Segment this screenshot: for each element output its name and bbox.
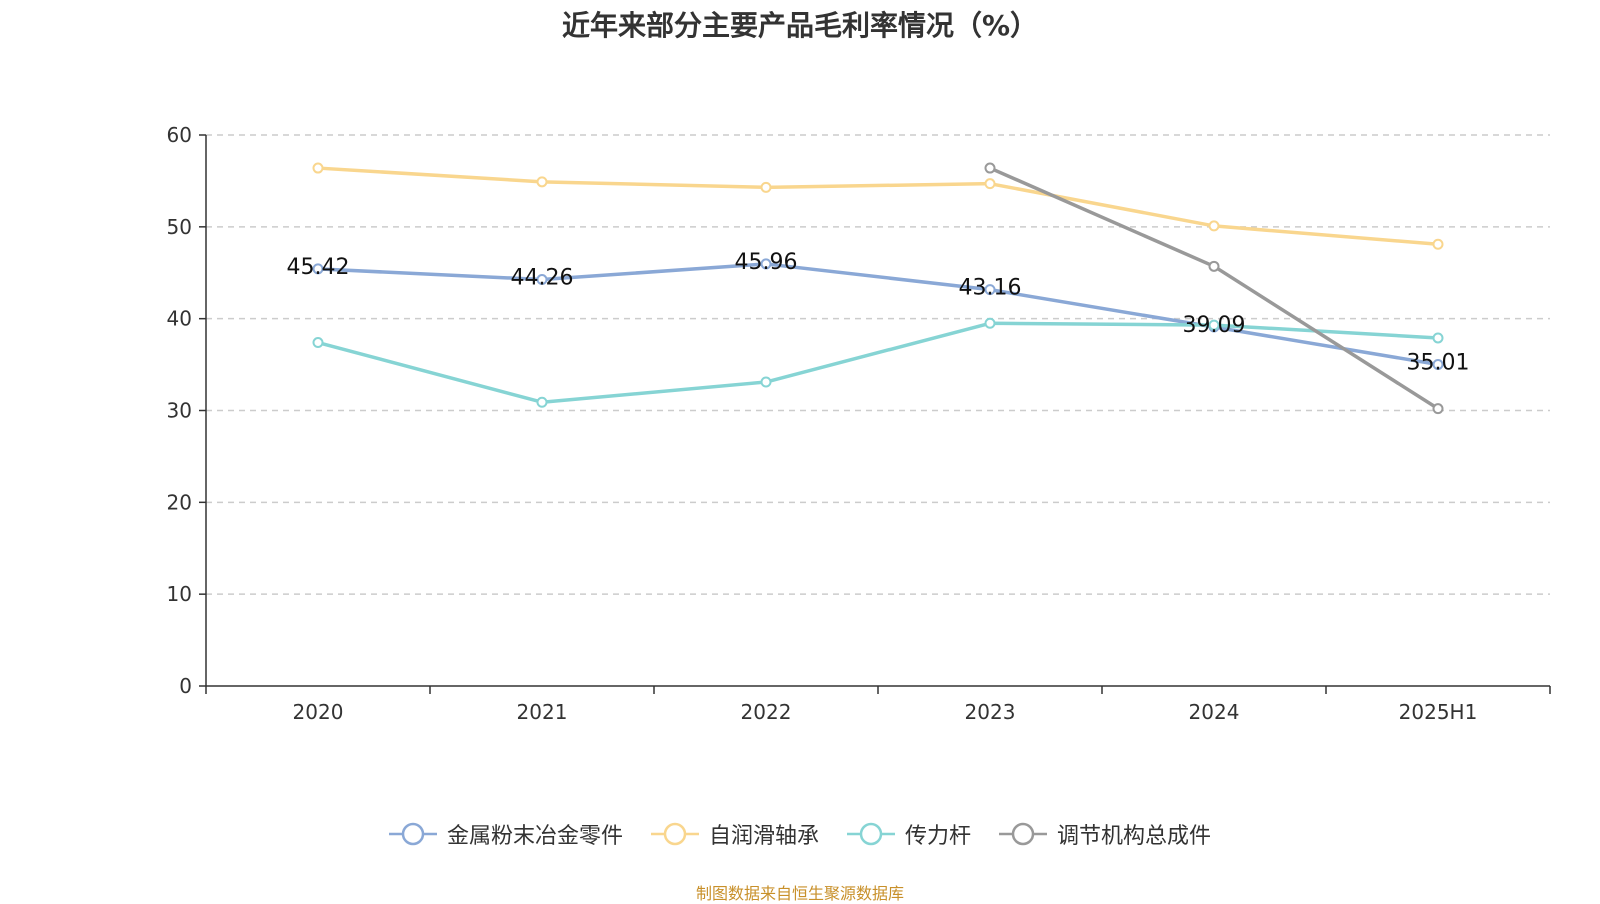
data-point[interactable]	[1208, 319, 1220, 331]
y-tick-label: 0	[179, 674, 192, 698]
legend-marker-icon	[999, 822, 1048, 846]
data-point[interactable]	[536, 274, 548, 286]
data-label: 35.01	[1407, 350, 1470, 375]
data-point[interactable]	[984, 317, 996, 329]
x-tick-label: 2022	[741, 700, 792, 724]
series-line-2	[317, 321, 1439, 404]
legend-item[interactable]: 金属粉末冶金零件	[388, 818, 623, 850]
data-label: 44.26	[511, 266, 574, 291]
data-point[interactable]	[1432, 238, 1444, 250]
legend-item[interactable]: 传力杆	[847, 818, 971, 850]
legend-marker-icon	[388, 822, 437, 846]
y-tick-label: 30	[167, 399, 192, 423]
data-point[interactable]	[984, 284, 996, 296]
data-point[interactable]	[536, 396, 548, 408]
legend-label: 金属粉末冶金零件	[446, 824, 623, 849]
legend-marker-icon	[847, 822, 895, 846]
y-tick-label: 20	[167, 490, 192, 514]
x-tick-label: 2024	[1189, 700, 1240, 724]
data-point[interactable]	[760, 181, 772, 193]
y-tick-label: 40	[167, 307, 192, 331]
x-tick-label: 2020	[293, 700, 344, 724]
data-labels: 45.42 44.26 45.96 43.16 39.09 35.01	[287, 250, 1470, 376]
axes: 0 10 20 30 40 50 60 2020 2021 2022 2023 2024 2025H1	[167, 123, 1551, 724]
data-label: 43.16	[959, 276, 1022, 301]
data-point[interactable]	[1432, 403, 1444, 415]
legend-label: 调节机构总成件	[1057, 824, 1212, 849]
legend-item[interactable]: 自润滑轴承	[650, 818, 819, 850]
y-tick-label: 10	[167, 582, 192, 606]
data-point[interactable]	[1208, 220, 1220, 232]
series-lines	[317, 166, 1439, 411]
data-label: 45.96	[735, 250, 798, 275]
data-point[interactable]	[536, 176, 548, 188]
legend-marker-icon	[650, 822, 699, 846]
data-point[interactable]	[1432, 358, 1444, 370]
x-tick-label: 2021	[517, 700, 568, 724]
data-label: 39.09	[1183, 313, 1246, 338]
series-line-0	[317, 262, 1439, 367]
data-label: 45.42	[287, 255, 350, 280]
x-tick-label: 2023	[965, 700, 1016, 724]
y-tick-label: 60	[167, 123, 192, 147]
data-point[interactable]	[984, 178, 996, 190]
grid-lines	[206, 134, 1550, 595]
data-point[interactable]	[312, 162, 324, 174]
series-points	[312, 162, 1444, 415]
data-point[interactable]	[1208, 260, 1220, 272]
legend-item[interactable]: 调节机构总成件	[999, 818, 1211, 850]
source-note: 制图数据来自恒生聚源数据库	[695, 884, 904, 903]
chart-title: 近年来部分主要产品毛利率情况（%）	[561, 9, 1039, 42]
data-point[interactable]	[760, 258, 772, 270]
series-line-3	[989, 166, 1439, 411]
y-tick-label: 50	[167, 215, 192, 239]
legend-label: 自润滑轴承	[708, 824, 819, 849]
legend: 金属粉末冶金零件 自润滑轴承 传力杆 调节机构总成件	[0, 818, 1600, 850]
legend-label: 传力杆	[905, 824, 972, 849]
data-point[interactable]	[312, 337, 324, 349]
data-point[interactable]	[312, 263, 324, 275]
data-point[interactable]	[1432, 332, 1444, 344]
data-point[interactable]	[984, 162, 996, 174]
data-point[interactable]	[760, 376, 772, 388]
x-tick-label: 2025H1	[1399, 700, 1478, 724]
series-line-1	[317, 166, 1439, 247]
